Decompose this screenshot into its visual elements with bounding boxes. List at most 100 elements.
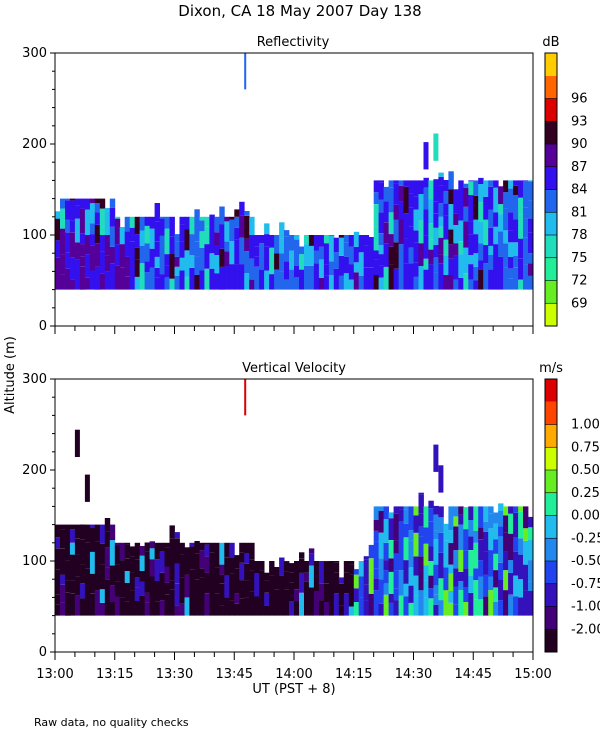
heatmap-cell bbox=[338, 237, 345, 256]
heatmap-cell bbox=[353, 246, 360, 263]
heatmap-cell bbox=[55, 211, 61, 219]
heatmap-cell bbox=[438, 226, 444, 238]
heatmap-cell bbox=[144, 243, 150, 262]
heatmap-cell bbox=[269, 591, 275, 616]
heatmap-cell bbox=[224, 542, 230, 546]
heatmap-cell bbox=[154, 241, 160, 257]
heatmap-cell bbox=[458, 220, 464, 242]
heatmap-cell bbox=[69, 220, 76, 233]
heatmap-cell bbox=[134, 259, 141, 277]
heatmap-cell bbox=[433, 585, 439, 595]
heatmap-cell bbox=[129, 241, 136, 256]
heatmap-cell bbox=[518, 579, 524, 598]
heatmap-cell bbox=[60, 584, 66, 603]
heatmap-cell bbox=[214, 232, 220, 245]
heatmap-cell bbox=[119, 560, 126, 581]
heatmap-cell bbox=[448, 542, 454, 565]
heatmap-cell bbox=[313, 591, 320, 616]
heatmap-cell bbox=[498, 204, 504, 215]
heatmap-cell bbox=[89, 203, 96, 224]
reflectivity-title: Reflectivity bbox=[257, 35, 330, 50]
heatmap-cell bbox=[174, 275, 180, 290]
heatmap-cell bbox=[179, 603, 185, 616]
heatmap-cell bbox=[503, 230, 509, 244]
heatmap-cell bbox=[408, 585, 414, 603]
heatmap-cell bbox=[388, 571, 394, 594]
heatmap-cell bbox=[94, 198, 101, 204]
heatmap-cell bbox=[478, 527, 484, 540]
heatmap-cell bbox=[284, 261, 290, 280]
heatmap-cell bbox=[408, 207, 414, 227]
heatmap-cell bbox=[393, 183, 399, 205]
heatmap-cell bbox=[234, 568, 240, 594]
heatmap-cell bbox=[348, 246, 355, 265]
x-tick-label: 14:45 bbox=[455, 667, 492, 682]
heatmap-cell bbox=[289, 269, 295, 290]
heatmap-cell bbox=[373, 192, 380, 204]
heatmap-cell bbox=[109, 198, 116, 208]
heatmap-cell bbox=[463, 529, 469, 550]
velocity-x-ticks bbox=[54, 652, 534, 660]
heatmap-cell bbox=[55, 569, 61, 595]
heatmap-cell bbox=[503, 551, 509, 571]
heatmap-cell bbox=[219, 266, 225, 290]
heatmap-cell bbox=[523, 237, 529, 265]
heatmap-cell bbox=[99, 198, 106, 209]
heatmap-cell bbox=[503, 180, 509, 193]
heatmap-cell bbox=[60, 529, 66, 549]
heatmap-cell bbox=[453, 225, 459, 244]
heatmap-cell bbox=[348, 564, 355, 575]
heatmap-cell bbox=[523, 218, 529, 238]
heatmap-cell bbox=[139, 555, 145, 571]
heatmap-cell bbox=[468, 279, 474, 290]
heatmap-cell bbox=[438, 263, 444, 290]
heatmap-cell bbox=[254, 573, 260, 597]
heatmap-cell bbox=[468, 234, 474, 255]
heatmap-cell bbox=[403, 238, 409, 264]
colorbar-label: 93 bbox=[571, 114, 588, 129]
heatmap-cell bbox=[174, 538, 180, 564]
heatmap-cell bbox=[373, 226, 380, 251]
heatmap-cell bbox=[79, 244, 86, 257]
heatmap-cell bbox=[443, 225, 449, 240]
heatmap-cell bbox=[528, 527, 534, 540]
heatmap-cell bbox=[473, 568, 479, 581]
heatmap-cell bbox=[109, 226, 116, 247]
heatmap-cell bbox=[74, 198, 81, 206]
heatmap-cell bbox=[144, 592, 150, 603]
heatmap-cell bbox=[483, 263, 489, 290]
heatmap-cell bbox=[284, 561, 290, 572]
heatmap-cell bbox=[448, 189, 454, 205]
colorbar-swatch bbox=[545, 492, 557, 516]
heatmap-cell bbox=[343, 561, 350, 573]
heatmap-cell bbox=[423, 235, 429, 259]
heatmap-cell bbox=[174, 605, 180, 616]
colorbar-swatch bbox=[545, 98, 557, 122]
heatmap-cell bbox=[279, 238, 285, 254]
heatmap-cell bbox=[373, 506, 380, 520]
heatmap-cell bbox=[378, 510, 384, 533]
heatmap-cell bbox=[378, 579, 384, 604]
heatmap-cell bbox=[453, 550, 459, 569]
heatmap-cell bbox=[214, 216, 220, 233]
heatmap-cell bbox=[154, 542, 160, 560]
heatmap-cell bbox=[194, 606, 200, 616]
heatmap-cell bbox=[383, 542, 389, 561]
heatmap-cell bbox=[508, 188, 514, 213]
heatmap-cell bbox=[473, 531, 479, 543]
heatmap-cell bbox=[528, 275, 534, 290]
heatmap-cell bbox=[398, 595, 404, 616]
heatmap-cell bbox=[498, 526, 504, 537]
heatmap-cell bbox=[199, 231, 205, 248]
heatmap-cell bbox=[383, 519, 389, 543]
heatmap-cell bbox=[65, 524, 71, 551]
heatmap-cell bbox=[249, 235, 255, 259]
heatmap-cell bbox=[69, 198, 76, 201]
heatmap-cell bbox=[448, 530, 454, 543]
heatmap-cell bbox=[154, 221, 160, 242]
heatmap-cell bbox=[164, 254, 170, 266]
heatmap-cell bbox=[199, 542, 205, 551]
heatmap-cell bbox=[458, 581, 464, 591]
heatmap-cell bbox=[313, 263, 320, 290]
heatmap-cell bbox=[338, 577, 345, 584]
